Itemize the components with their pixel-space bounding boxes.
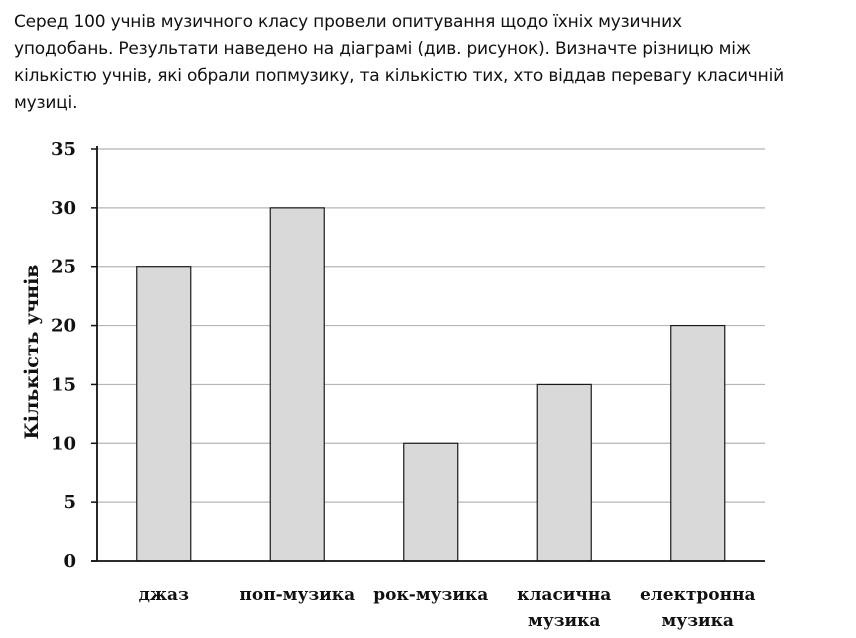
grid-lines bbox=[97, 148, 765, 503]
problem-line-2: уподобань. Результати наведено на діагра… bbox=[14, 39, 751, 59]
axes bbox=[91, 146, 765, 562]
y-axis-title: Кількість учнів bbox=[21, 265, 43, 440]
y-tick-label: 20 bbox=[51, 316, 76, 337]
x-category-label: рок-музика bbox=[373, 585, 488, 605]
bar bbox=[536, 383, 592, 562]
y-tick-labels: 0 5 10 15 20 25 30 35 bbox=[51, 139, 76, 572]
problem-line-1: Серед 100 учнів музичного класу провели … bbox=[14, 12, 682, 32]
problem-line-4: музиці. bbox=[14, 93, 78, 113]
x-category-label: музика bbox=[662, 611, 734, 631]
y-tick-label: 30 bbox=[51, 198, 76, 219]
y-tick-label: 10 bbox=[51, 433, 76, 454]
y-tick-label: 0 bbox=[63, 551, 76, 572]
y-tick-label: 5 bbox=[63, 492, 76, 513]
bars bbox=[136, 207, 726, 562]
y-tick-label: 35 bbox=[51, 139, 76, 160]
category-labels: джаз поп-музика рок-музика класична музика ел… bbox=[139, 585, 756, 631]
x-category-label: електронна bbox=[640, 585, 756, 605]
y-tick-label: 15 bbox=[51, 374, 76, 395]
bar bbox=[136, 266, 192, 562]
bar bbox=[269, 207, 325, 562]
x-category-label: джаз bbox=[139, 585, 190, 605]
bar bbox=[403, 442, 459, 562]
bar bbox=[670, 324, 726, 562]
problem-line-3: кількістю учнів, які обрали попмузику, т… bbox=[14, 66, 784, 86]
x-category-label: поп-музика bbox=[239, 585, 355, 605]
problem-text: Серед 100 учнів музичного класу провели … bbox=[14, 9, 852, 117]
x-category-label: музика bbox=[528, 611, 600, 631]
y-tick-label: 25 bbox=[51, 257, 76, 278]
x-category-label: класична bbox=[517, 585, 611, 605]
